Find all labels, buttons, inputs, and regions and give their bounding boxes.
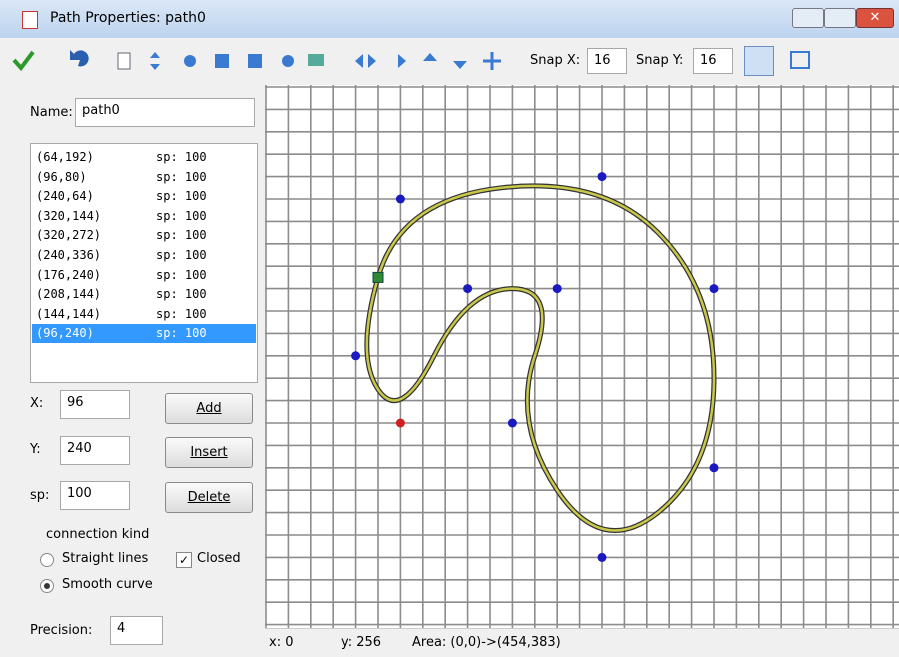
start-marker [373, 272, 383, 282]
path-point [396, 419, 405, 428]
speed-text: sp: 100 [156, 285, 207, 304]
speed-text: sp: 100 [156, 207, 207, 226]
precision-label: Precision: [30, 623, 92, 638]
sp-label: sp: [30, 488, 49, 503]
status-y: y: 256 [341, 635, 381, 650]
straight-radio[interactable] [40, 553, 54, 567]
speed-text: sp: 100 [156, 324, 207, 343]
closed-checkbox[interactable]: ✓ [176, 552, 192, 568]
path-point [598, 553, 607, 562]
speed-text: sp: 100 [156, 187, 207, 206]
minimize-button[interactable] [792, 8, 824, 28]
point-text: (320,272) [36, 226, 101, 245]
y-input[interactable]: 240 [60, 436, 130, 465]
list-row[interactable]: (96,240) sp: 100 [32, 324, 256, 343]
point-text: (176,240) [36, 266, 101, 285]
smooth-label: Smooth curve [62, 577, 153, 592]
delete-button[interactable]: Delete [165, 482, 253, 513]
status-bar: x: 0 y: 256 Area: (0,0)->(454,383) [265, 628, 899, 657]
speed-text: sp: 100 [156, 305, 207, 324]
path-point [710, 284, 719, 293]
list-row[interactable]: (240,64) sp: 100 [32, 187, 256, 206]
toolbar: Snap X: 16 Snap Y: 16 [0, 38, 899, 85]
path-point [710, 463, 719, 472]
transform-icons[interactable] [150, 52, 501, 70]
status-x: x: 0 [269, 635, 293, 650]
list-row[interactable]: (64,192) sp: 100 [32, 148, 256, 167]
toolbar-icons [0, 38, 520, 85]
list-row[interactable]: (320,272) sp: 100 [32, 226, 256, 245]
snap-y-label: Snap Y: [636, 53, 683, 68]
app-icon [22, 11, 38, 29]
list-row[interactable]: (176,240) sp: 100 [32, 266, 256, 285]
list-row[interactable]: (208,144) sp: 100 [32, 285, 256, 304]
ok-icon[interactable] [14, 52, 33, 68]
x-input[interactable]: 96 [60, 390, 130, 419]
path-canvas[interactable] [265, 85, 899, 628]
x-label: X: [30, 396, 43, 411]
sp-input[interactable]: 100 [60, 481, 130, 510]
point-text: (320,144) [36, 207, 101, 226]
snap-y-input[interactable]: 16 [693, 48, 733, 74]
path-point [396, 195, 405, 204]
grid-toggle[interactable] [744, 46, 774, 76]
list-row[interactable]: (320,144) sp: 100 [32, 207, 256, 226]
closed-label: Closed [197, 551, 241, 566]
point-text: (208,144) [36, 285, 101, 304]
window-toggle[interactable] [790, 51, 810, 69]
point-text: (96,240) [36, 324, 94, 343]
snap-x-input[interactable]: 16 [587, 48, 627, 74]
path-point [508, 419, 517, 428]
name-input[interactable]: path0 [75, 98, 255, 127]
point-text: (240,64) [36, 187, 94, 206]
speed-text: sp: 100 [156, 266, 207, 285]
list-row[interactable]: (96,80) sp: 100 [32, 168, 256, 187]
window-title: Path Properties: path0 [50, 10, 206, 26]
speed-text: sp: 100 [156, 148, 207, 167]
straight-label: Straight lines [62, 551, 148, 566]
connection-kind-label: connection kind [46, 527, 149, 542]
undo-icon[interactable] [70, 50, 89, 66]
speed-text: sp: 100 [156, 168, 207, 187]
list-row[interactable]: (144,144) sp: 100 [32, 305, 256, 324]
point-text: (64,192) [36, 148, 94, 167]
smooth-radio[interactable] [40, 579, 54, 593]
path-curve [367, 186, 714, 531]
snap-x-label: Snap X: [530, 53, 580, 68]
title-bar: Path Properties: path0 ✕ [0, 0, 899, 38]
point-text: (240,336) [36, 246, 101, 265]
point-list[interactable]: (64,192) sp: 100 (96,80) sp: 100 (240,64) sp:… [30, 143, 258, 383]
add-button[interactable]: Add [165, 393, 253, 424]
speed-text: sp: 100 [156, 226, 207, 245]
close-button[interactable]: ✕ [856, 8, 894, 28]
path-point [598, 172, 607, 181]
new-icon[interactable] [118, 53, 130, 69]
point-text: (96,80) [36, 168, 87, 187]
speed-text: sp: 100 [156, 246, 207, 265]
point-text: (144,144) [36, 305, 101, 324]
insert-button[interactable]: Insert [165, 437, 253, 468]
status-area: Area: (0,0)->(454,383) [412, 635, 561, 650]
page: Path Properties: path0 ✕ Snap X: 16 Snap… [0, 0, 899, 656]
list-row[interactable]: (240,336) sp: 100 [32, 246, 256, 265]
precision-input[interactable]: 4 [110, 616, 163, 645]
path-point [351, 351, 360, 360]
maximize-button[interactable] [824, 8, 856, 28]
path-point [553, 284, 562, 293]
y-label: Y: [30, 442, 41, 457]
name-label: Name: [30, 105, 73, 120]
path-point [463, 284, 472, 293]
